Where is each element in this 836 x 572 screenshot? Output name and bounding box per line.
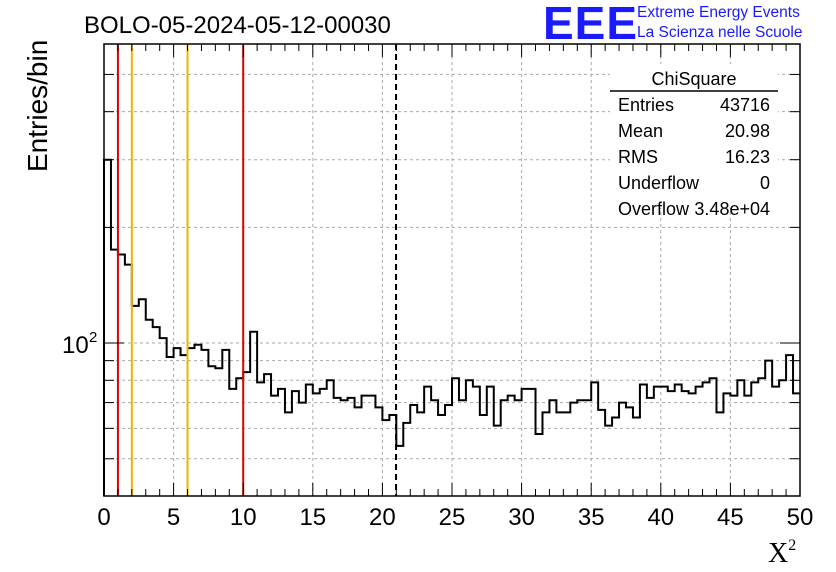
x-axis-label-text: X: [768, 538, 789, 569]
y-tick-label-exponent: 2: [89, 329, 97, 346]
stats-row-label: Mean: [618, 121, 663, 141]
x-tick-label: 20: [369, 504, 396, 531]
x-tick-label: 10: [230, 504, 257, 531]
stats-box: [610, 64, 778, 208]
x-axis-label-sup: 2: [788, 536, 797, 554]
x-axis-label: X2: [768, 536, 797, 570]
logo-line-1: Extreme Energy Events: [637, 4, 800, 21]
stats-row-label: Entries: [618, 95, 674, 115]
stats-row-value: 0: [760, 173, 770, 193]
logo-line-2: La Scienza nelle Scuole: [637, 24, 803, 41]
x-tick-label: 35: [578, 504, 605, 531]
stats-row-label: RMS: [618, 147, 658, 167]
eee-logo: EEE: [543, 0, 639, 49]
stats-row-value: 20.98: [725, 121, 770, 141]
x-tick-label: 0: [97, 504, 110, 531]
stats-row-label: Underflow: [618, 173, 700, 193]
x-tick-label: 15: [299, 504, 326, 531]
plot-title: BOLO-05-2024-05-12-00030: [84, 12, 391, 39]
stats-row-label: Overflow: [618, 199, 690, 219]
stats-row-value: 16.23: [725, 147, 770, 167]
stats-row-value: 43716: [720, 95, 770, 115]
stats-box-title: ChiSquare: [651, 69, 736, 89]
stats-row-value: 3.48e+04: [694, 199, 770, 219]
x-tick-label: 45: [717, 504, 744, 531]
x-tick-label: 50: [787, 504, 814, 531]
x-tick-label: 30: [508, 504, 535, 531]
y-tick-label: 10: [62, 332, 89, 359]
x-tick-label: 25: [439, 504, 466, 531]
x-tick-label: 5: [167, 504, 180, 531]
histogram-series: [103, 158, 800, 496]
x-tick-label: 40: [647, 504, 674, 531]
